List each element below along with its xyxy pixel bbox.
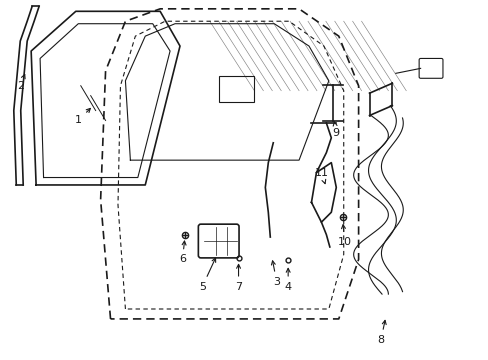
Text: 7: 7 xyxy=(235,264,242,292)
Text: 1: 1 xyxy=(75,108,90,126)
Text: 3: 3 xyxy=(271,261,280,287)
Bar xyxy=(218,76,254,102)
Text: 10: 10 xyxy=(337,225,351,247)
Text: 6: 6 xyxy=(179,241,185,264)
Text: 5: 5 xyxy=(199,258,215,292)
Text: 9: 9 xyxy=(332,122,339,138)
Text: 11: 11 xyxy=(314,167,328,184)
Text: 4: 4 xyxy=(284,268,291,292)
Text: 8: 8 xyxy=(377,320,386,345)
Text: 2: 2 xyxy=(17,75,25,91)
